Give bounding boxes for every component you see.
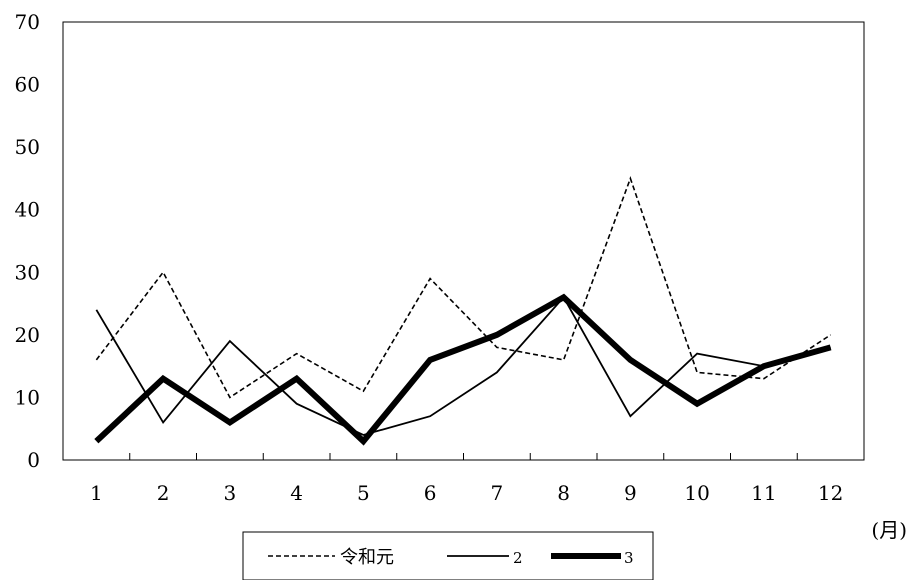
axes	[62, 21, 865, 461]
y-tick-labels: 0 10 20 30 40 50 60 70	[15, 10, 40, 472]
y-tick-label: 10	[15, 385, 40, 409]
series-line-2	[95, 295, 831, 436]
x-tick-label: 4	[290, 481, 303, 505]
legend-label-1: 令和元	[340, 547, 394, 568]
legend: 令和元 2 3	[242, 531, 654, 580]
y-tick-label: 50	[15, 135, 40, 159]
x-tick-label: 11	[751, 481, 776, 505]
x-tick-label: 9	[624, 481, 637, 505]
x-tick-labels: 1 2 3 4 5 6 7 8 9 10 11 12	[90, 481, 843, 505]
legend-label-3: 3	[624, 549, 634, 567]
x-tick-label: 5	[357, 481, 370, 505]
legend-label-2: 2	[513, 549, 523, 567]
series-line-3	[94, 293, 832, 446]
series-lines	[94, 176, 832, 446]
x-unit-label: (月)	[871, 518, 907, 542]
x-tick-label: 6	[424, 481, 437, 505]
x-tick-label: 8	[557, 481, 570, 505]
x-tick-label: 12	[818, 481, 843, 505]
y-tick-label: 20	[15, 323, 40, 347]
series-line-1	[95, 176, 832, 399]
y-tick-label: 30	[15, 260, 40, 284]
y-tick-label: 40	[15, 198, 40, 222]
y-tick-label: 70	[15, 10, 40, 34]
y-tick-label: 0	[27, 448, 40, 472]
x-tick-label: 3	[224, 481, 237, 505]
x-tick-label: 7	[491, 481, 504, 505]
x-tick-label: 1	[90, 481, 103, 505]
x-tick-label: 10	[684, 481, 709, 505]
y-tick-label: 60	[15, 73, 40, 97]
x-tick-label: 2	[157, 481, 170, 505]
